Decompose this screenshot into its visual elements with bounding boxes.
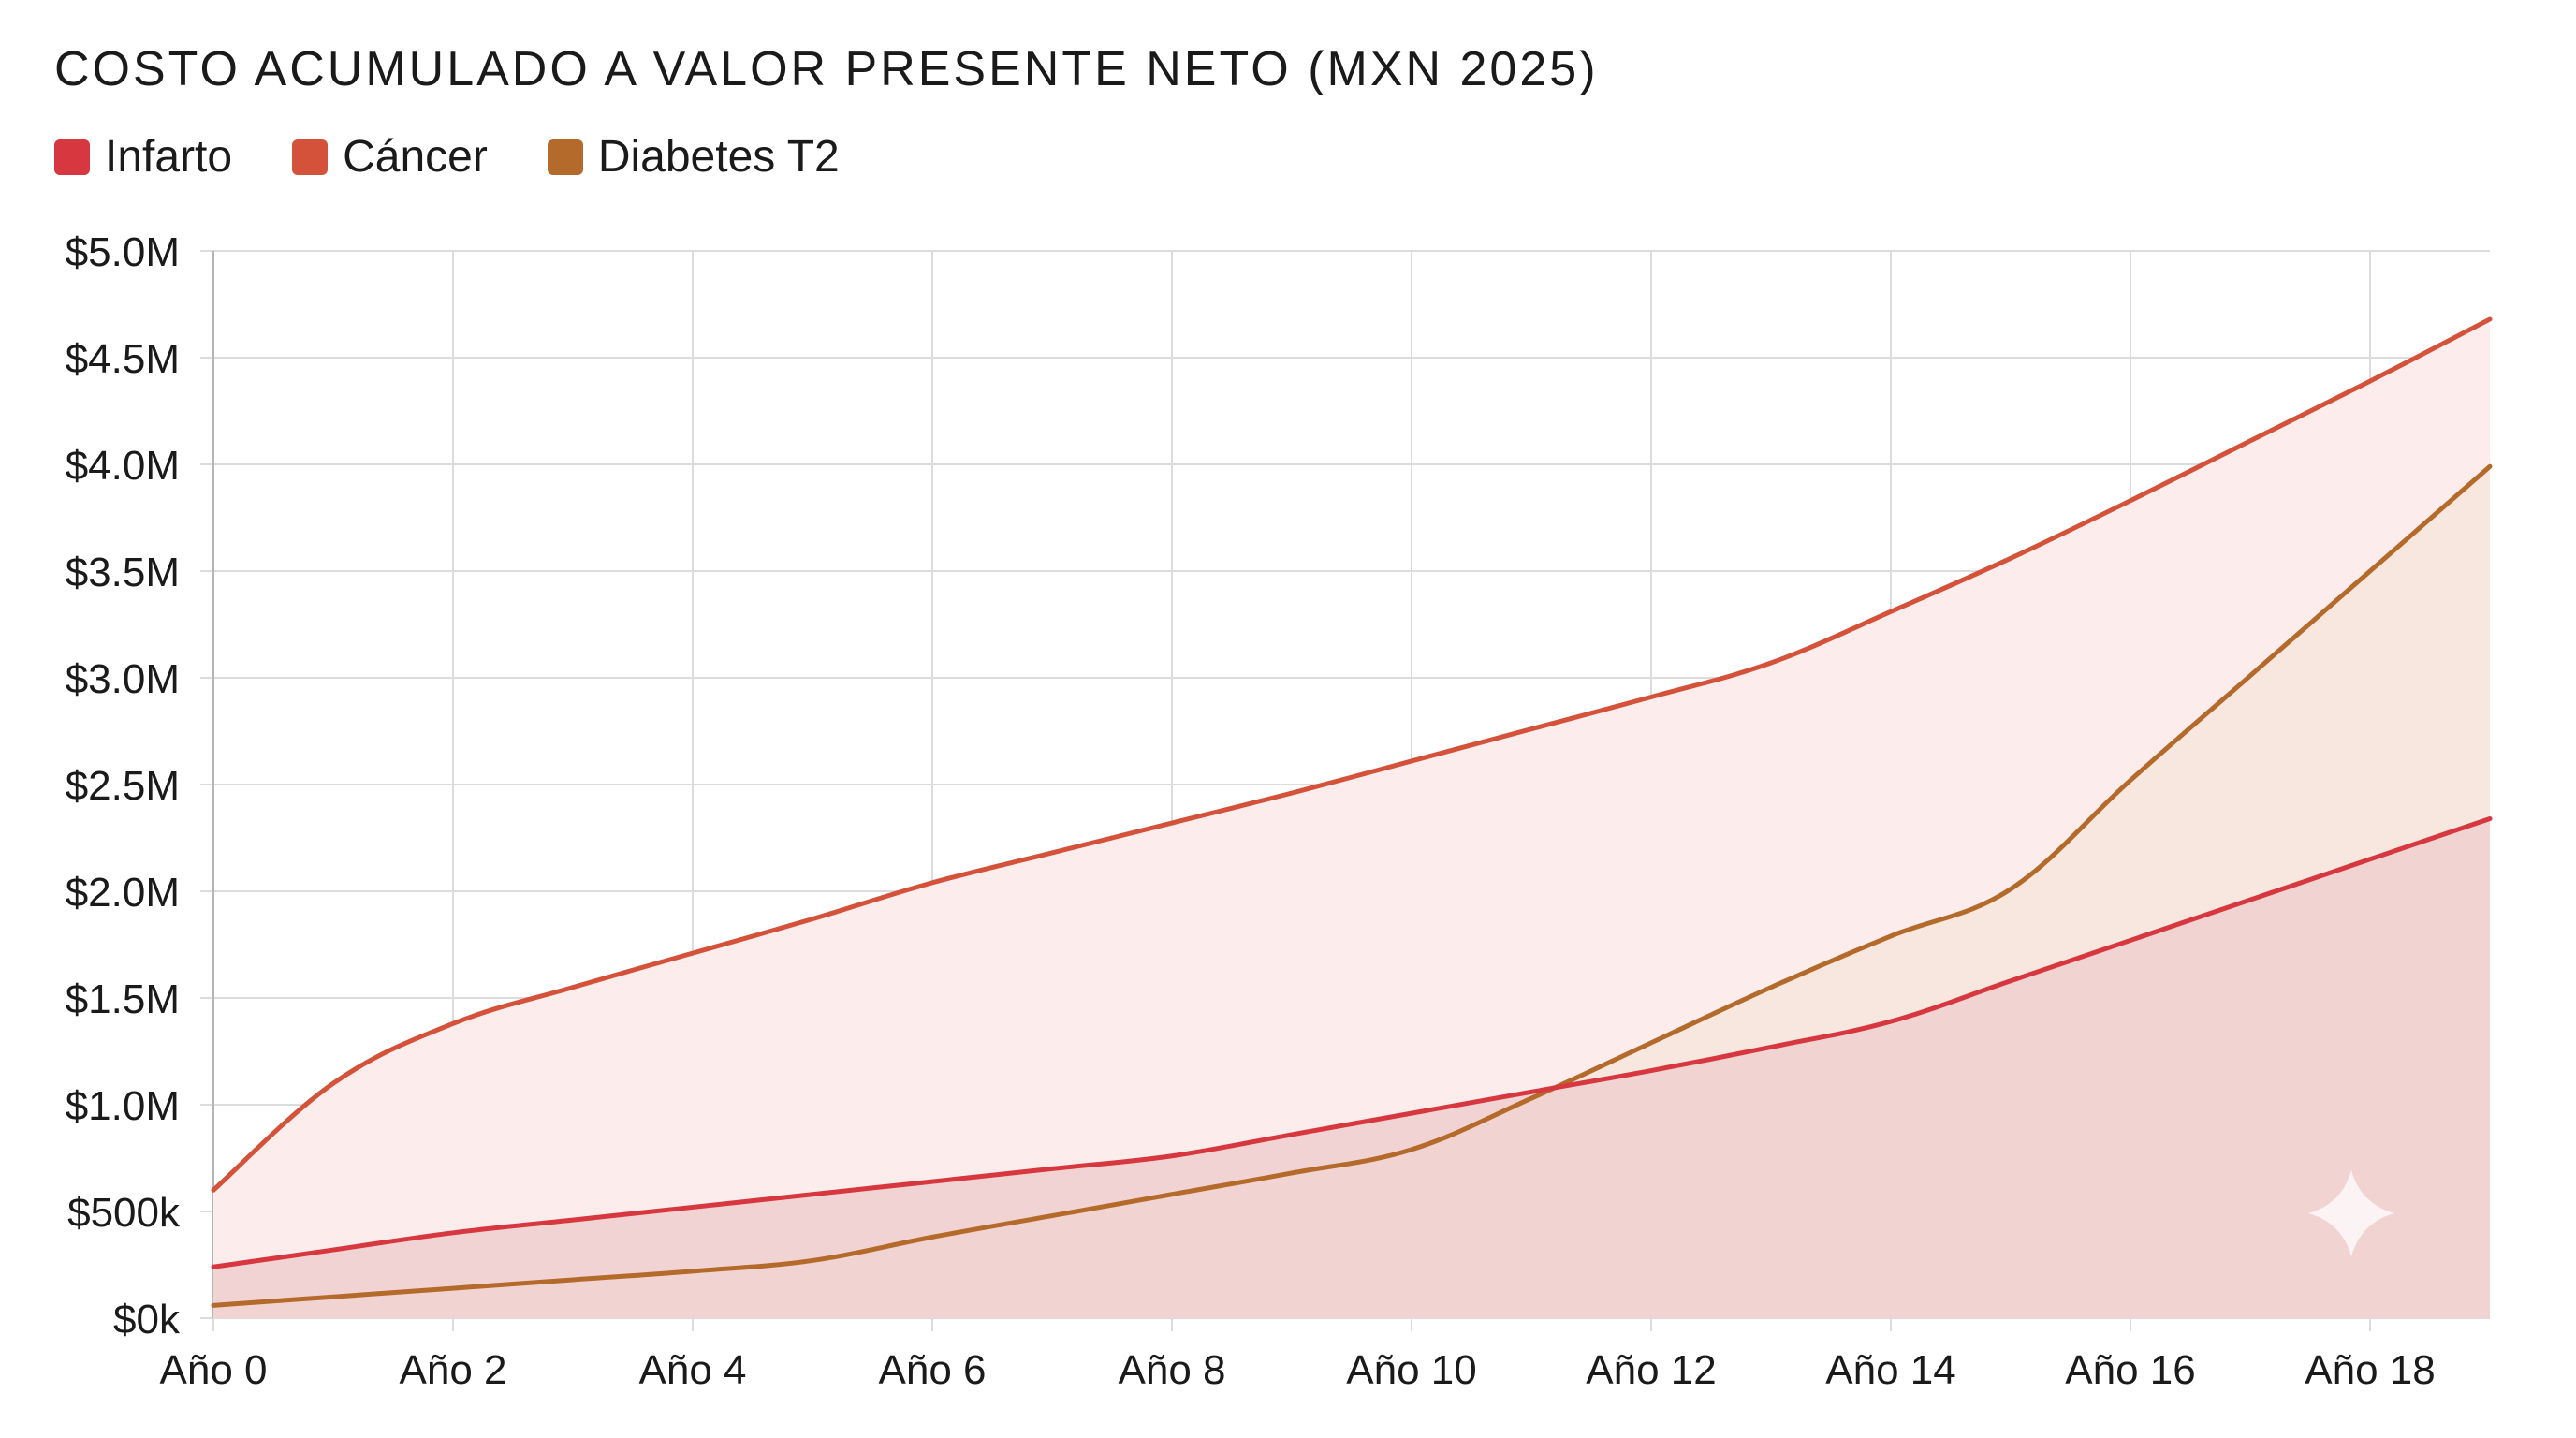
data-point <box>2247 438 2253 444</box>
legend-label-diabetes: Diabetes T2 <box>597 132 840 182</box>
y-tick-label: $3.5M <box>66 550 180 595</box>
y-tick-label: $5.0M <box>66 229 180 275</box>
y-tick-label: $1.0M <box>66 1083 180 1129</box>
x-tick-label: Año 4 <box>639 1347 747 1393</box>
y-tick-label: $4.5M <box>66 336 180 382</box>
data-point <box>810 917 815 922</box>
data-point <box>211 1264 216 1269</box>
data-point <box>1169 1192 1175 1197</box>
data-point <box>1648 1068 1654 1074</box>
x-tick-label: Año 12 <box>1586 1347 1716 1393</box>
data-point <box>1409 1147 1414 1152</box>
data-point <box>570 985 576 990</box>
data-point <box>1529 726 1534 732</box>
area-infarto <box>213 818 2490 1318</box>
data-point <box>211 1187 216 1193</box>
data-point <box>330 1080 336 1086</box>
data-point <box>2128 498 2133 504</box>
data-point <box>2008 887 2013 892</box>
y-tick-label: $3.0M <box>66 656 180 702</box>
series-line-c-ncer <box>211 316 2493 1193</box>
data-point <box>2008 978 2013 984</box>
data-point <box>2487 463 2493 469</box>
y-tick-label: $0k <box>113 1297 181 1343</box>
data-point <box>1768 660 1774 666</box>
data-point <box>2367 568 2373 574</box>
data-point <box>1888 933 1894 939</box>
legend-item-cancer[interactable]: Cáncer <box>292 131 488 183</box>
data-point <box>690 1204 695 1210</box>
data-point <box>211 1302 216 1308</box>
data-point <box>1049 1166 1055 1171</box>
x-tick-label: Año 6 <box>879 1347 987 1393</box>
data-point <box>1768 985 1774 990</box>
data-point <box>570 1277 576 1283</box>
data-point <box>1888 609 1894 614</box>
x-tick-label: Año 14 <box>1825 1347 1955 1393</box>
data-point <box>450 1285 456 1291</box>
data-point <box>1529 1095 1534 1101</box>
data-point <box>1289 1132 1295 1137</box>
data-point <box>2367 378 2373 384</box>
data-point <box>2487 316 2493 322</box>
y-tick-label: $4.0M <box>66 443 180 489</box>
legend-label-cancer: Cáncer <box>343 132 488 182</box>
x-tick-label: Año 10 <box>1346 1347 1476 1393</box>
data-point <box>929 1234 935 1240</box>
sparkle-icon <box>2308 1170 2394 1256</box>
x-tick-label: Año 16 <box>2065 1347 2195 1393</box>
data-point <box>1409 1110 1414 1116</box>
x-tick-label: Año 8 <box>1119 1347 1226 1393</box>
legend-item-infarto[interactable]: Infarto <box>54 131 232 183</box>
data-point <box>1289 790 1295 796</box>
data-point <box>1648 695 1654 700</box>
y-tick-label: $1.5M <box>66 976 180 1022</box>
data-point <box>810 1257 815 1263</box>
data-point <box>2247 673 2253 679</box>
data-point <box>330 1247 336 1253</box>
data-point <box>1049 850 1055 856</box>
data-point <box>2247 897 2253 902</box>
data-point <box>1888 1019 1894 1024</box>
chart-title: COSTO ACUMULADO A VALOR PRESENTE NETO (M… <box>54 42 1599 96</box>
series-line-infarto <box>211 815 2493 1269</box>
legend-swatch-diabetes <box>547 139 583 175</box>
data-point <box>330 1294 336 1299</box>
data-point <box>690 950 695 956</box>
data-point <box>450 1020 456 1026</box>
data-point <box>929 1179 935 1184</box>
data-point <box>929 880 935 886</box>
data-point <box>1529 1089 1534 1094</box>
x-tick-label: Año 18 <box>2305 1347 2435 1393</box>
data-point <box>690 1269 695 1274</box>
data-point <box>1169 820 1175 826</box>
data-point <box>1409 758 1414 764</box>
series-line-diabetes-t2 <box>211 463 2493 1308</box>
legend-item-diabetes[interactable]: Diabetes T2 <box>547 131 840 183</box>
data-point <box>1169 1153 1175 1159</box>
legend-label-infarto: Infarto <box>105 132 233 182</box>
data-point <box>1049 1213 1055 1219</box>
x-tick-label: Año 0 <box>160 1347 268 1393</box>
legend: Infarto Cáncer Diabetes T2 <box>54 131 840 183</box>
legend-swatch-infarto <box>54 139 90 175</box>
data-point <box>2128 777 2133 783</box>
data-point <box>570 1217 576 1223</box>
data-point <box>1289 1170 1295 1176</box>
y-tick-label: $2.5M <box>66 763 180 809</box>
data-point <box>2128 937 2133 943</box>
legend-swatch-cancer <box>292 139 329 175</box>
x-tick-label: Año 2 <box>400 1347 507 1393</box>
y-tick-label: $2.0M <box>66 870 180 916</box>
data-point <box>2008 555 2013 561</box>
data-point <box>1648 1040 1654 1046</box>
data-point <box>2487 815 2493 821</box>
data-point <box>2367 857 2373 862</box>
data-point <box>810 1192 815 1197</box>
y-tick-label: $500k <box>67 1190 181 1236</box>
data-point <box>450 1230 456 1236</box>
data-point <box>1768 1044 1774 1049</box>
